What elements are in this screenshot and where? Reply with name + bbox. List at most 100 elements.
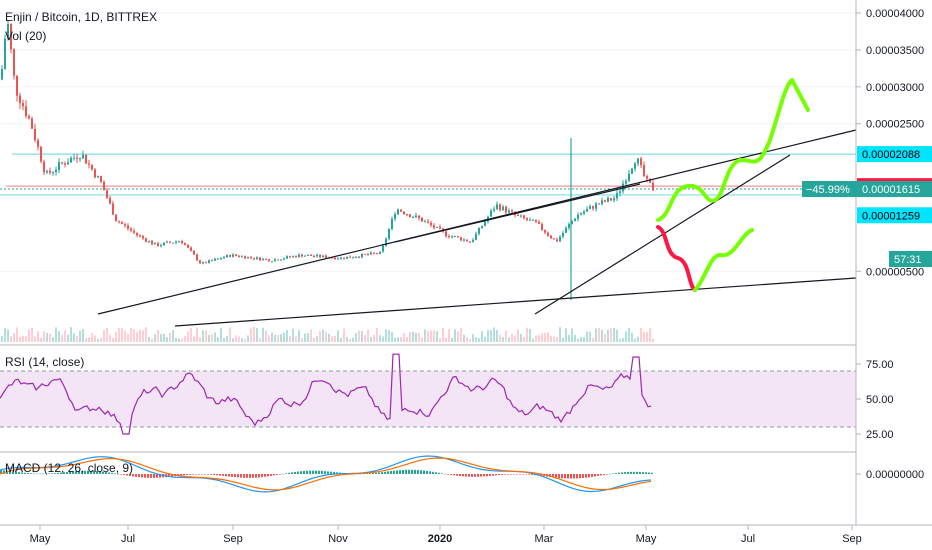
volume-bar: [385, 329, 387, 342]
signal-line: [0, 457, 652, 491]
macd-hist-bar: [387, 471, 389, 474]
rsi-label[interactable]: RSI (14, close): [5, 355, 84, 369]
volume-bar: [490, 330, 492, 342]
volume-bar: [598, 327, 600, 342]
macd-hist-bar: [294, 471, 296, 474]
macd-label[interactable]: MACD (12, 26, close, 9): [5, 461, 133, 475]
volume-bar: [568, 334, 570, 342]
volume-bar: [271, 332, 273, 342]
volume-bar: [268, 335, 270, 342]
volume-bar: [52, 337, 54, 342]
volume-bar: [502, 337, 504, 342]
rsi-tick-label: 50.00: [866, 394, 894, 406]
volume-bar: [553, 336, 555, 342]
svg-text:−45.99%: −45.99%: [806, 184, 850, 196]
candle-body: [157, 243, 159, 247]
volume-bar: [466, 336, 468, 342]
macd-hist-bar: [552, 474, 554, 478]
macd-hist-bar: [396, 470, 398, 474]
bullish-projection-high[interactable]: [656, 78, 810, 222]
volume-bar: [4, 328, 6, 342]
time-axis[interactable]: May Jul Sep Nov 2020 Mar May Jul Sep: [30, 525, 862, 545]
volume-bar: [604, 333, 606, 342]
macd-hist-bar: [18, 472, 20, 474]
candle-body: [184, 242, 186, 245]
volume-bar: [103, 329, 105, 342]
macd-pane[interactable]: [0, 455, 653, 493]
price-axis[interactable]: 0.00004000 0.00003500 0.00003000 0.00002500…: [856, 8, 924, 278]
candle-body: [148, 240, 150, 242]
macd-hist-bar: [522, 474, 524, 475]
candle-body: [193, 250, 195, 255]
macd-hist-bar: [591, 474, 593, 477]
candle-body: [64, 163, 66, 165]
macd-hist-bar: [558, 474, 560, 478]
volume-bar: [517, 329, 519, 342]
candle-body: [541, 223, 543, 230]
macd-hist-bar: [138, 474, 140, 478]
volume-bar: [31, 327, 33, 342]
bearish-projection[interactable]: [656, 225, 697, 292]
macd-hist-bar: [183, 474, 185, 476]
candle-body: [115, 214, 117, 222]
candle-body: [388, 228, 390, 239]
main-pane[interactable]: [0, 0, 857, 345]
volume-bar: [49, 333, 51, 342]
candle-body: [382, 245, 384, 252]
macd-hist-bar: [177, 474, 179, 476]
candle-body: [469, 241, 471, 243]
candle-body: [13, 49, 15, 76]
volume-bar: [181, 338, 183, 342]
rsi-pane[interactable]: [0, 353, 856, 435]
candle-body: [520, 215, 522, 217]
macd-hist-bar: [393, 470, 395, 474]
volume-bar: [628, 328, 630, 342]
macd-hist-bar: [423, 470, 425, 474]
macd-hist-bar: [213, 474, 215, 475]
volume-bar: [358, 330, 360, 342]
macd-hist-bar: [39, 473, 41, 475]
volume-bar: [445, 337, 447, 342]
volume-bar: [346, 336, 348, 342]
macd-hist-bar: [384, 471, 386, 474]
candle-body: [238, 255, 240, 257]
volume-bar: [97, 338, 99, 342]
volume-bar: [85, 338, 87, 342]
trendline[interactable]: [174, 277, 857, 327]
macd-hist-bar: [366, 473, 368, 474]
time-tick-label: Jul: [741, 533, 755, 545]
candle-body: [568, 224, 570, 228]
volume-bar: [430, 330, 432, 342]
volume-bar: [151, 338, 153, 342]
volume-label[interactable]: Vol (20): [5, 29, 46, 43]
price-tag: 0.00001259: [857, 207, 932, 224]
candle-body: [529, 219, 531, 221]
macd-hist-bar: [507, 474, 509, 475]
volume-bar: [265, 330, 267, 342]
candle-body: [262, 258, 264, 261]
macd-hist-bar: [225, 474, 227, 477]
volume-bar: [100, 337, 102, 342]
rsi-axis[interactable]: 75.00 50.00 25.00: [856, 359, 894, 441]
volume-bar: [367, 329, 369, 342]
macd-hist-bar: [9, 471, 11, 474]
volume-bar: [307, 333, 309, 342]
macd-hist-bar: [642, 472, 644, 474]
candle-body: [421, 218, 423, 222]
volume-bar: [646, 332, 648, 342]
candle-body: [646, 176, 648, 179]
bullish-projection-low[interactable]: [693, 228, 754, 292]
macd-hist-bar: [306, 470, 308, 474]
macd-axis[interactable]: 0.00000000: [856, 469, 924, 481]
macd-hist-bar: [297, 471, 299, 474]
volume-bar: [145, 327, 147, 342]
macd-hist-bar: [75, 471, 77, 474]
macd-hist-bar: [258, 474, 260, 478]
candle-body: [37, 140, 39, 147]
candle-body: [406, 214, 408, 216]
candle-body: [535, 219, 537, 222]
symbol-title[interactable]: Enjin / Bitcoin, 1D, BITTREX: [5, 10, 157, 24]
volume-bar: [34, 336, 36, 342]
trendline[interactable]: [394, 183, 641, 243]
